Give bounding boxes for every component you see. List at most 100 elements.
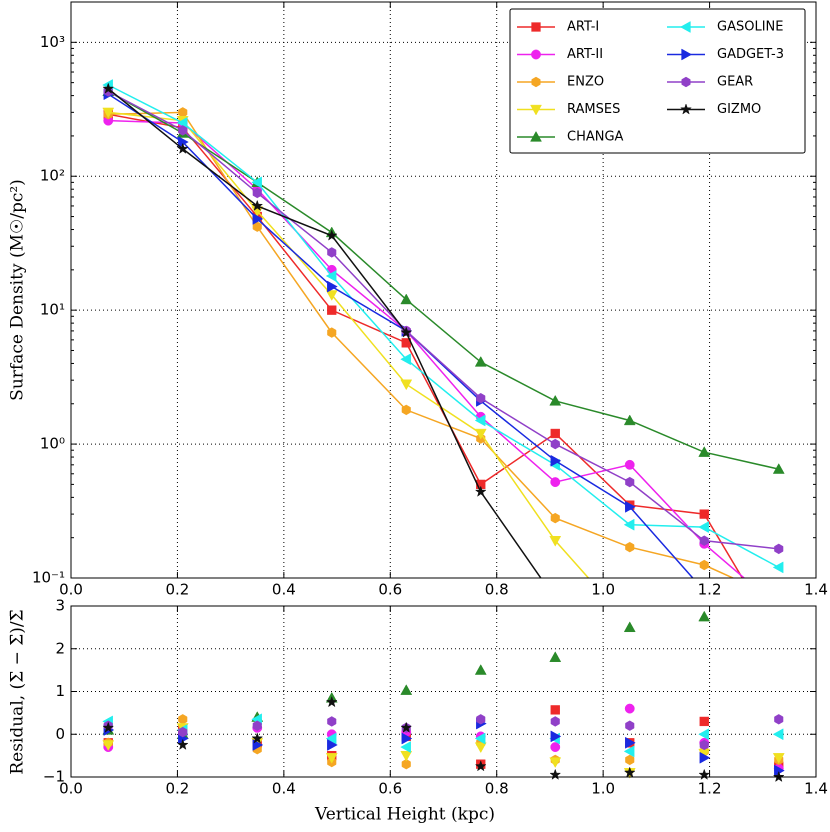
series-line [107, 90, 779, 470]
marker [327, 280, 338, 293]
marker [102, 721, 115, 733]
marker [623, 414, 636, 426]
marker [625, 643, 635, 653]
marker [325, 270, 337, 282]
marker [178, 726, 188, 738]
marker [699, 559, 709, 571]
series-line [108, 111, 590, 578]
marker [474, 414, 486, 427]
marker [476, 392, 486, 404]
legend-label: CHANGA [567, 130, 624, 145]
y-axis-label: Residual, (Σ − Σ̄)/Σ̄ [8, 609, 28, 774]
marker [401, 732, 413, 745]
marker [625, 754, 635, 766]
marker [550, 512, 560, 524]
x-tick-label: 0.4 [272, 780, 296, 798]
legend-label: ART-I [567, 20, 599, 35]
marker [474, 355, 487, 367]
marker [400, 379, 413, 391]
marker [550, 428, 560, 439]
marker [325, 753, 338, 764]
marker [623, 518, 635, 531]
marker [624, 703, 635, 714]
x-tick-label: 0.6 [378, 581, 402, 599]
y-tick-label: 10³ [40, 33, 65, 51]
legend-box [509, 8, 806, 154]
marker [327, 247, 337, 258]
y-tick-label: 10⁻¹ [32, 569, 65, 587]
plot-area [102, 610, 785, 783]
marker [772, 753, 785, 764]
x-tick-label: 1.0 [591, 581, 615, 599]
legend-label: RAMSES [567, 102, 620, 117]
marker [774, 594, 783, 604]
x-tick-label: 0.2 [165, 780, 189, 798]
legend-label: GADGET-3 [717, 47, 784, 62]
y-tick-label: −1 [43, 768, 65, 786]
marker [625, 541, 635, 553]
marker [550, 716, 560, 727]
plot-frame [70, 1, 817, 579]
marker [772, 770, 785, 783]
marker [325, 290, 338, 301]
x-tick-label: 1.0 [591, 780, 615, 798]
marker [400, 750, 413, 762]
y-tick-label: 3 [55, 597, 65, 615]
marker [699, 535, 709, 546]
marker [699, 509, 709, 519]
marker [698, 768, 711, 780]
marker [699, 644, 710, 654]
legend-label: GIZMO [717, 102, 761, 117]
marker [327, 305, 337, 315]
marker [530, 104, 542, 116]
plot-frame [70, 605, 817, 778]
marker [251, 732, 264, 744]
marker [774, 603, 783, 612]
marker [549, 757, 562, 769]
x-tick-label: 0.2 [165, 581, 189, 599]
marker [102, 107, 115, 119]
marker [773, 667, 784, 677]
marker [624, 459, 635, 470]
plot-area [102, 79, 785, 677]
marker [476, 714, 486, 725]
marker [325, 695, 338, 708]
marker [400, 741, 411, 753]
marker [327, 327, 337, 338]
marker [474, 664, 487, 675]
marker [176, 142, 189, 154]
marker [176, 738, 189, 751]
marker [698, 446, 711, 457]
marker [325, 732, 337, 745]
series-line [108, 119, 746, 578]
legend-label: GEAR [717, 75, 753, 90]
marker [698, 610, 711, 622]
y-tick-label: 1 [55, 682, 65, 700]
marker [178, 125, 188, 136]
marker [400, 293, 413, 305]
y-tick-label: 10⁰ [40, 435, 65, 453]
marker [474, 732, 486, 745]
y-tick-label: 0 [55, 725, 65, 743]
marker [550, 477, 561, 488]
x-tick-label: 0.8 [485, 780, 509, 798]
marker [698, 728, 709, 741]
marker [550, 730, 562, 743]
marker [772, 728, 784, 741]
marker [699, 739, 709, 751]
marker [252, 720, 262, 731]
x-tick-label: 0.8 [485, 581, 509, 599]
marker [531, 49, 541, 60]
marker [549, 651, 562, 662]
marker [681, 48, 693, 61]
marker [251, 199, 264, 212]
marker [772, 561, 784, 574]
marker [252, 187, 262, 199]
marker [531, 76, 541, 88]
marker [474, 742, 487, 754]
marker [400, 684, 413, 695]
marker [325, 229, 338, 241]
series-line [108, 111, 735, 578]
marker [401, 758, 411, 770]
marker [680, 103, 692, 115]
